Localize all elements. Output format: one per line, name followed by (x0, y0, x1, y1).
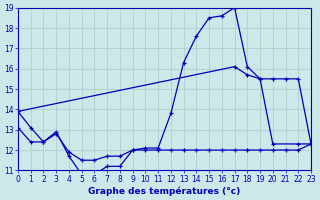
X-axis label: Graphe des températures (°c): Graphe des températures (°c) (88, 186, 241, 196)
